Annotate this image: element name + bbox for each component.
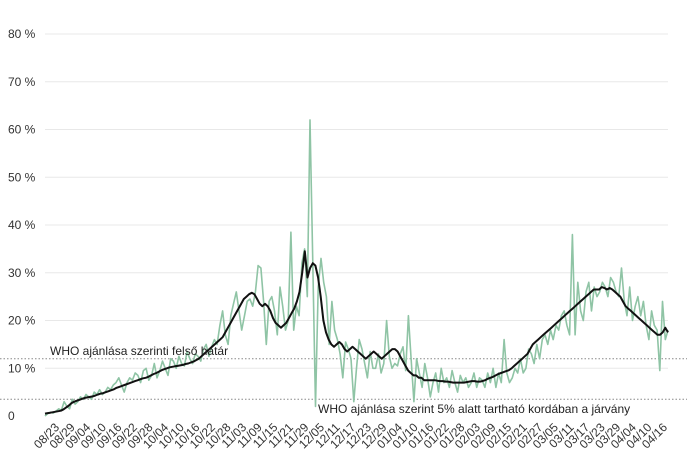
y-tick-label: 50 % [8, 170, 36, 184]
series-line-daily [44, 119, 669, 417]
y-tick-label: 70 % [8, 75, 36, 89]
who-5pct-label: WHO ajánlása szerint 5% alatt tartható k… [318, 402, 630, 416]
series-line-average [44, 250, 669, 415]
y-tick-label: 40 % [8, 218, 36, 232]
who-upper-limit-label: WHO ajánlása szerinti felső határ [50, 344, 228, 358]
series [44, 119, 669, 417]
grid [45, 33, 668, 369]
y-tick-label: 80 % [8, 27, 36, 41]
y-tick-label: 20 % [8, 314, 36, 328]
y-tick-label: 30 % [8, 266, 36, 280]
x-axis-ticks: 08/2308/2909/0409/1009/1609/2209/2810/04… [31, 420, 670, 451]
y-tick-label: 0 [8, 409, 15, 423]
y-axis-ticks: 0 10 % 20 % 30 % 40 % 50 % 60 % 70 % 80 % [8, 27, 36, 423]
y-tick-label: 10 % [8, 361, 36, 375]
y-tick-label: 60 % [8, 123, 36, 137]
annotations: WHO ajánlása szerinti felső határ WHO aj… [50, 344, 630, 416]
